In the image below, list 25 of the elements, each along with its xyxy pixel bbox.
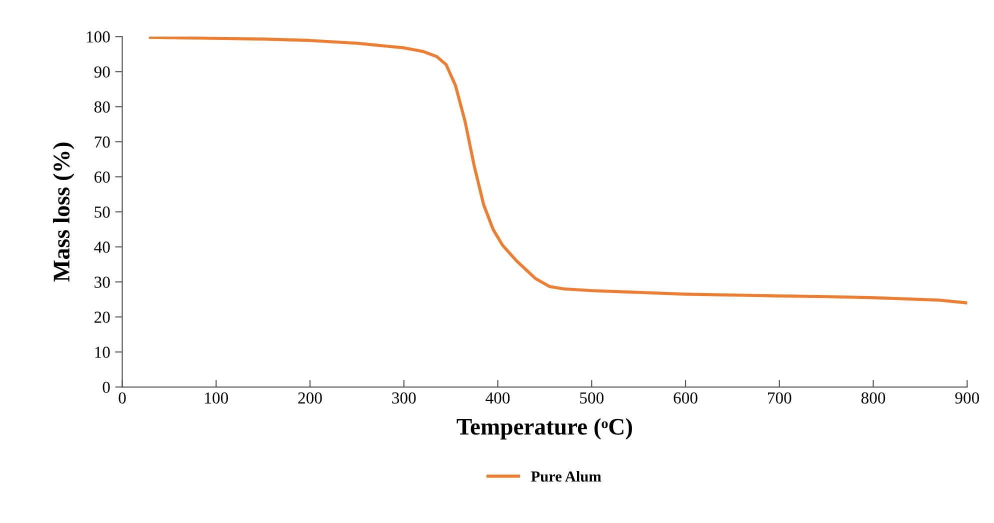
y-tick-label: 40 — [94, 242, 110, 253]
y-tick-label: 80 — [94, 101, 110, 113]
x-tick-label: 0 — [118, 392, 126, 404]
x-tick-label: 900 — [955, 392, 980, 404]
y-tick-label: 60 — [94, 171, 110, 183]
x-tick-label: 400 — [486, 392, 510, 404]
x-tick-label: 500 — [580, 392, 604, 404]
y-tick-label: 50 — [94, 206, 110, 218]
x-tick-label: 800 — [861, 392, 886, 404]
legend-label: Pure Alum — [531, 470, 602, 482]
y-tick-label: 90 — [94, 66, 110, 78]
x-axis-title: Temperature (ᵒC) — [456, 418, 632, 440]
y-tick-label: 10 — [95, 346, 110, 358]
y-tick-label: 100 — [86, 31, 110, 43]
x-tick-label: 700 — [768, 392, 792, 404]
line-series — [148, 36, 968, 304]
x-tick-label: 200 — [298, 392, 322, 404]
y-tick-label: 70 — [94, 136, 110, 148]
y-tick-label: 20 — [94, 312, 110, 323]
x-tick-label: 100 — [205, 392, 228, 404]
x-tick-label: 600 — [674, 392, 698, 404]
y-tick-label: 0 — [102, 382, 110, 393]
x-tick-label: 300 — [392, 392, 416, 404]
y-axis-title: Mass loss (%) — [52, 142, 74, 282]
y-tick-label: 30 — [94, 276, 110, 288]
